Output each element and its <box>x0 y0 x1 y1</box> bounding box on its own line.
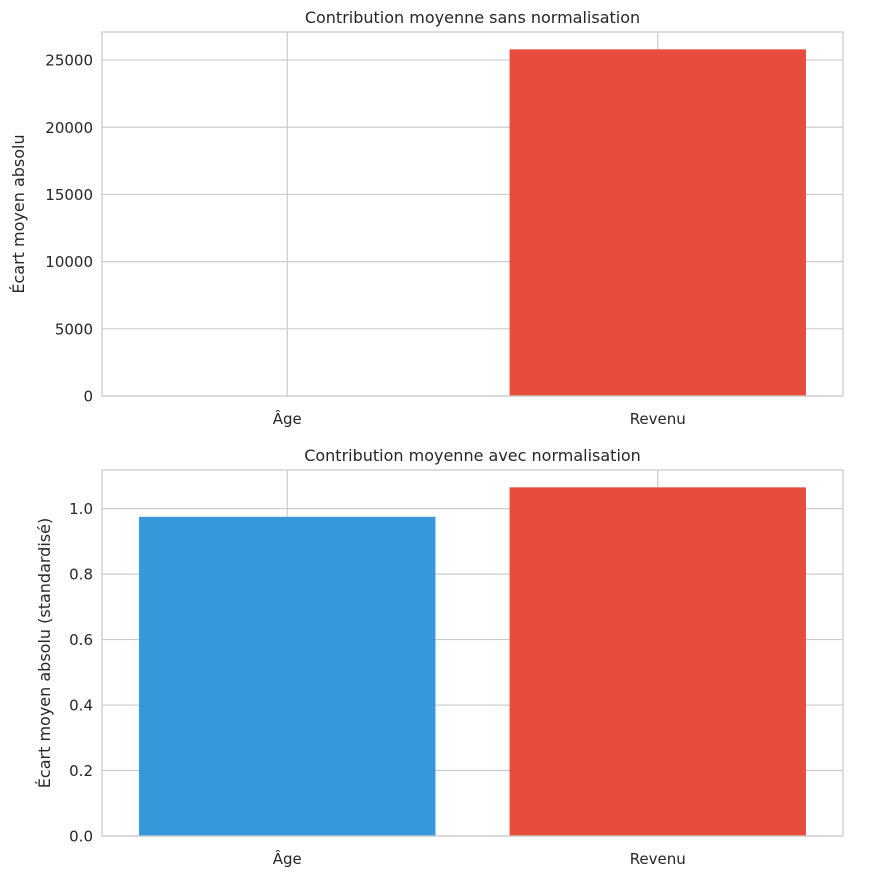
y-tick-label: 0.8 <box>69 566 93 584</box>
bar-age <box>139 516 436 836</box>
plot-frame <box>101 31 844 397</box>
chart-without-normalisation: 0 5000 10000 15000 20000 25000 Âge Revenu Cont… <box>9 8 844 428</box>
chart-with-normalisation: 0.0 0.2 0.4 0.6 0.8 1.0 Âge Revenu Contributio… <box>35 446 844 868</box>
x-tick-labels: Âge Revenu <box>273 409 686 428</box>
x-tick-label: Âge <box>273 849 302 868</box>
y-tick-label: 5000 <box>55 320 93 338</box>
x-tick-label: Revenu <box>630 850 686 868</box>
y-tick-label: 25000 <box>45 52 93 70</box>
y-axis-label: Écart moyen absolu <box>9 134 28 293</box>
bars <box>139 49 806 396</box>
y-tick-label: 0.6 <box>69 631 93 649</box>
y-tick-label: 0.4 <box>69 697 93 715</box>
y-tick-label: 10000 <box>45 253 93 271</box>
y-tick-labels: 0.0 0.2 0.4 0.6 0.8 1.0 <box>69 500 93 845</box>
bar-revenu <box>509 49 806 396</box>
bars <box>139 487 806 836</box>
y-tick-label: 0 <box>83 388 93 406</box>
x-tick-labels: Âge Revenu <box>273 849 686 868</box>
y-tick-label: 0.2 <box>69 762 93 780</box>
x-tick-label: Âge <box>273 409 302 428</box>
bar-revenu <box>509 487 806 836</box>
y-tick-label: 20000 <box>45 119 93 137</box>
y-tick-labels: 0 5000 10000 15000 20000 25000 <box>45 52 93 406</box>
y-axis-label: Écart moyen absolu (standardisé) <box>35 518 54 788</box>
chart-title: Contribution moyenne avec normalisation <box>304 446 641 465</box>
y-tick-label: 15000 <box>45 186 93 204</box>
x-tick-label: Revenu <box>630 410 686 428</box>
chart-title: Contribution moyenne sans normalisation <box>305 8 640 27</box>
y-tick-label: 0.0 <box>69 828 93 846</box>
y-tick-label: 1.0 <box>69 500 93 518</box>
plot-frame <box>101 469 844 837</box>
